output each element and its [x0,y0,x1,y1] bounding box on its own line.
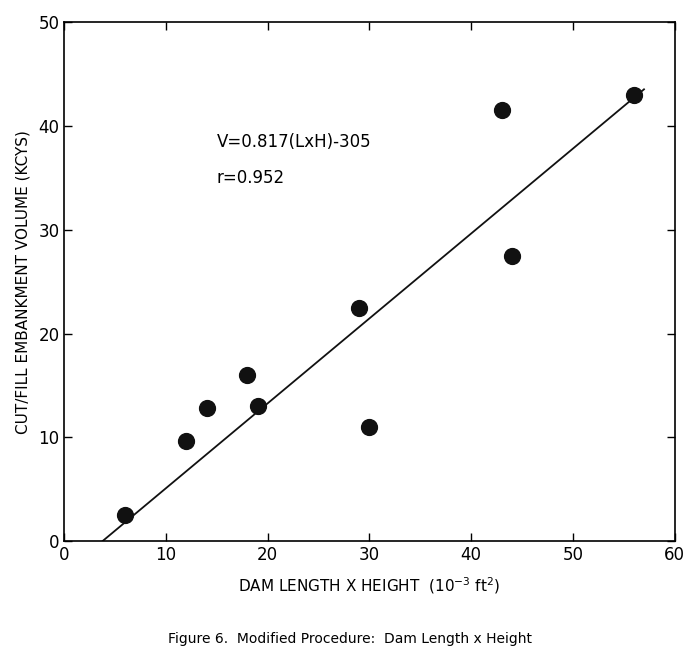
Point [181,436,192,446]
Text: r=0.952: r=0.952 [217,169,285,187]
Point [496,105,507,116]
Point [201,403,212,413]
Point [506,250,517,261]
Y-axis label: CUT/FILL EMBANKMENT VOLUME (KCYS): CUT/FILL EMBANKMENT VOLUME (KCYS) [15,130,30,434]
Point [354,302,365,313]
X-axis label: DAM LENGTH X HEIGHT  $(10^{-3}$ ft$^2)$: DAM LENGTH X HEIGHT $(10^{-3}$ ft$^2)$ [238,575,500,596]
Point [120,510,131,521]
Point [241,370,253,380]
Text: Figure 6.  Modified Procedure:  Dam Length x Height: Figure 6. Modified Procedure: Dam Length… [168,632,532,647]
Point [364,422,375,432]
Point [628,90,639,100]
Point [252,401,263,411]
Text: V=0.817(LxH)-305: V=0.817(LxH)-305 [217,133,372,151]
